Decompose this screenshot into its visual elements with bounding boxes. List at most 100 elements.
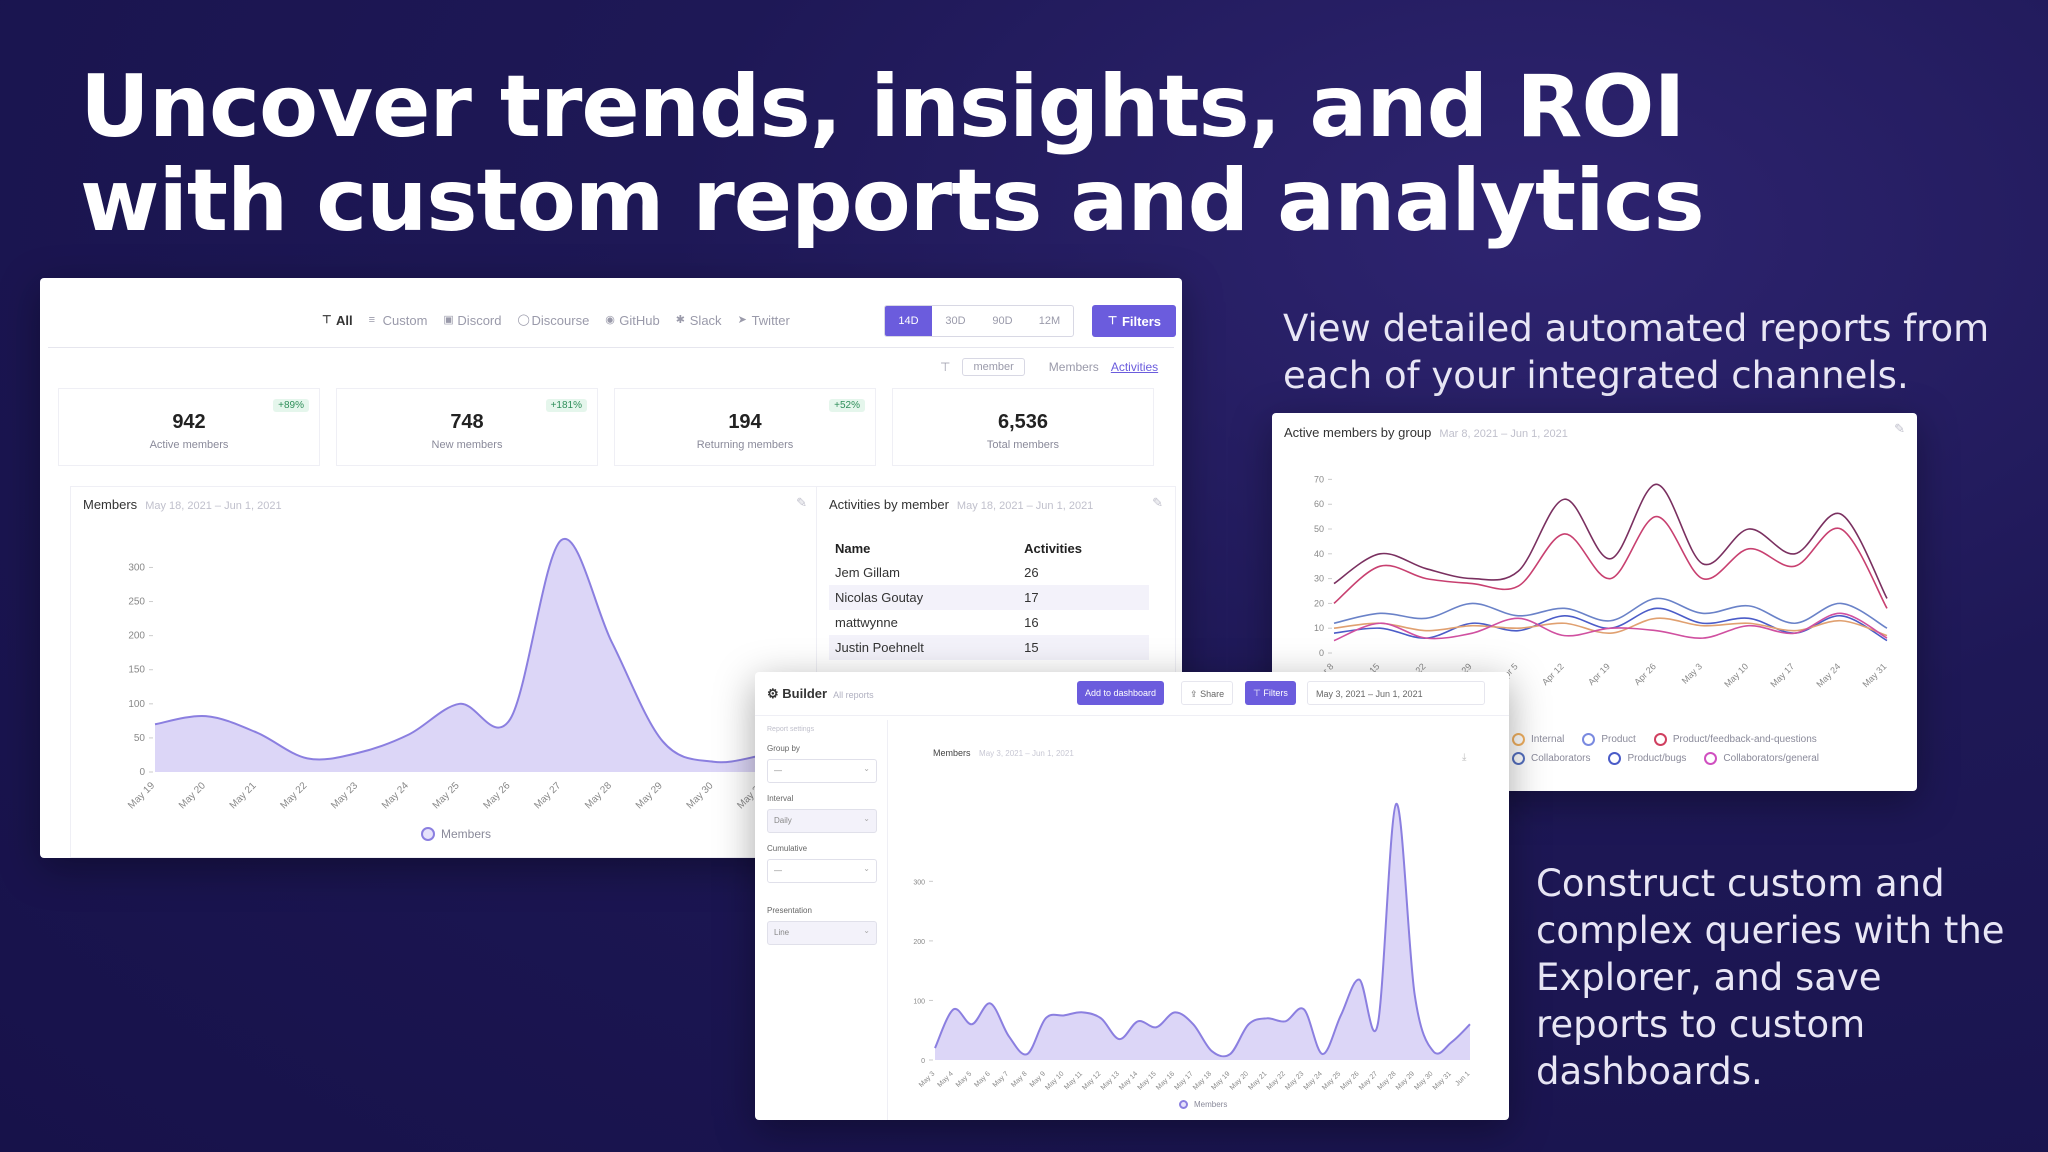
interval-select[interactable]: Daily: [767, 808, 877, 833]
builder-subtitle[interactable]: All reports: [833, 690, 874, 700]
y-tick-label: 0: [1319, 648, 1324, 658]
channel-tab-label: All: [336, 313, 353, 328]
date-range-picker[interactable]: May 3, 2021 – Jun 1, 2021: [1307, 681, 1485, 705]
x-tick-label: May 7: [992, 1070, 1011, 1089]
x-tick-label: May 4: [936, 1070, 955, 1089]
legend-item[interactable]: Product/bugs: [1608, 752, 1686, 765]
x-tick-label: May 26: [1340, 1070, 1361, 1091]
panel-title-text: Activities by member: [829, 497, 949, 512]
add-to-dashboard-button[interactable]: Add to dashboard: [1077, 681, 1165, 705]
cumulative-select[interactable]: —: [767, 858, 877, 883]
share-icon: ⇪: [1190, 689, 1198, 699]
edit-icon[interactable]: ✎: [1894, 421, 1905, 436]
series-line: [1333, 612, 1888, 642]
field-label: Group by: [767, 744, 800, 753]
x-tick-label: May 6: [973, 1070, 992, 1089]
stat-value: 6,536: [997, 411, 1049, 433]
x-tick-label: May 22: [278, 780, 309, 811]
edit-icon[interactable]: ✎: [1152, 495, 1163, 510]
legend-item[interactable]: Product/feedback-and-questions: [1653, 733, 1817, 746]
y-tick-label: 200: [913, 939, 925, 946]
member-name[interactable]: Jem Gillam: [835, 565, 901, 580]
y-tick-label: 50: [134, 733, 146, 744]
legend-item[interactable]: Product: [1582, 733, 1636, 746]
filters-button[interactable]: ⊤ Filters: [1092, 305, 1176, 337]
channel-tabs: ⊤ All ≡ Custom ▣ Discord ◯ Discourse ◉ GitHub ✱ Sla…: [322, 313, 790, 328]
caption-reports: View detailed automated reports from eac…: [1283, 307, 1990, 397]
headline: Uncover trends, insights, and ROI with c…: [80, 57, 1705, 251]
x-tick-label: May 10: [1044, 1070, 1065, 1091]
channel-tab-label: Slack: [689, 313, 722, 328]
range-option[interactable]: 90D: [992, 315, 1013, 327]
legend-item[interactable]: Collaborators: [1512, 752, 1590, 765]
legend-label: Product: [1601, 734, 1636, 745]
channel-tab-all[interactable]: ⊤ All: [322, 313, 353, 328]
x-tick-label: Apr 12: [1540, 661, 1566, 687]
group-report-card: Active members by group Mar 8, 2021 – Jun…: [1272, 413, 1917, 791]
stat-label: Total members: [986, 439, 1060, 451]
x-tick-label: May 31: [1860, 661, 1888, 689]
legend-label: Collaborators/general: [1723, 753, 1820, 764]
activities-view-link[interactable]: Activities: [1110, 360, 1159, 374]
caption-explorer: Construct custom and complex queries wit…: [1536, 862, 2005, 1093]
x-tick-label: May 10: [1722, 661, 1750, 689]
table-header-row: Name Activities: [829, 537, 1149, 560]
channel-tab-label: Custom: [382, 313, 428, 328]
report-settings-sidebar: Report settings Group by — Interval Dail…: [763, 720, 888, 1120]
group-by-select[interactable]: —: [767, 758, 877, 783]
series-line: [1333, 617, 1888, 637]
member-name[interactable]: mattwynne: [835, 615, 898, 630]
x-tick-label: Jun 1: [1454, 1070, 1471, 1087]
channel-tab-discord[interactable]: ▣ Discord: [443, 313, 501, 328]
y-tick-label: 60: [1314, 499, 1324, 509]
download-icon[interactable]: ⤓: [1462, 752, 1467, 763]
member-name[interactable]: Nicolas Goutay: [829, 585, 1019, 610]
legend-swatch: [1512, 733, 1525, 746]
y-tick-label: 20: [1314, 598, 1324, 608]
member-chip[interactable]: member: [962, 358, 1025, 376]
channel-tab-github[interactable]: ◉ GitHub: [605, 313, 659, 328]
table-row[interactable]: Justin Poehnelt 15: [829, 635, 1149, 660]
github-icon: ◉: [605, 314, 615, 326]
stat-label: Returning members: [696, 439, 794, 451]
edit-icon[interactable]: ✎: [796, 495, 807, 510]
legend-item[interactable]: Internal: [1512, 733, 1564, 746]
channel-tab-discourse[interactable]: ◯ Discourse: [518, 313, 590, 328]
x-tick-label: May 13: [1100, 1070, 1121, 1091]
x-tick-label: May 29: [1395, 1070, 1416, 1091]
y-tick-label: 70: [1314, 474, 1324, 484]
legend-label: Internal: [1531, 734, 1565, 745]
channel-tab-custom[interactable]: ≡ Custom: [369, 313, 428, 328]
stat-change-badge: +52%: [829, 399, 865, 412]
members-view-link[interactable]: Members: [1048, 360, 1099, 374]
activity-count: 26: [1024, 565, 1039, 580]
channel-tab-label: GitHub: [619, 313, 660, 328]
stat-value: 748: [450, 411, 484, 433]
x-tick-label: May 20: [1229, 1070, 1250, 1091]
series-line: [1333, 597, 1888, 629]
table-row[interactable]: Nicolas Goutay 17: [829, 585, 1149, 610]
table-row[interactable]: Jem Gillam 26: [829, 560, 1149, 585]
channel-tab-twitter[interactable]: ➤ Twitter: [738, 313, 790, 328]
range-option[interactable]: 14D: [885, 306, 932, 336]
range-option[interactable]: 12M: [1038, 315, 1061, 327]
presentation-select[interactable]: Line: [767, 920, 877, 945]
builder-filters-button[interactable]: ⊤ Filters: [1245, 681, 1296, 705]
member-name[interactable]: Justin Poehnelt: [829, 635, 1019, 660]
table-row[interactable]: mattwynne 16: [829, 610, 1149, 635]
channel-tab-slack[interactable]: ✱ Slack: [676, 313, 722, 328]
list-icon: ≡: [368, 314, 376, 326]
y-tick-label: 300: [913, 879, 925, 886]
x-tick-label: May 16: [1155, 1070, 1176, 1091]
column-header[interactable]: Activities: [1024, 541, 1082, 556]
legend-label: Members: [1194, 1100, 1228, 1109]
range-option[interactable]: 30D: [945, 315, 966, 327]
legend-item[interactable]: Collaborators/general: [1704, 752, 1819, 765]
column-header[interactable]: Name: [835, 541, 871, 556]
discourse-icon: ◯: [517, 314, 530, 326]
share-button[interactable]: ⇪ Share: [1181, 681, 1234, 705]
x-tick-label: May 12: [1081, 1070, 1102, 1091]
legend-swatch: [1608, 752, 1622, 765]
presentation-field: Presentation Line: [767, 906, 877, 945]
group-by-field: Group by —: [767, 744, 877, 783]
